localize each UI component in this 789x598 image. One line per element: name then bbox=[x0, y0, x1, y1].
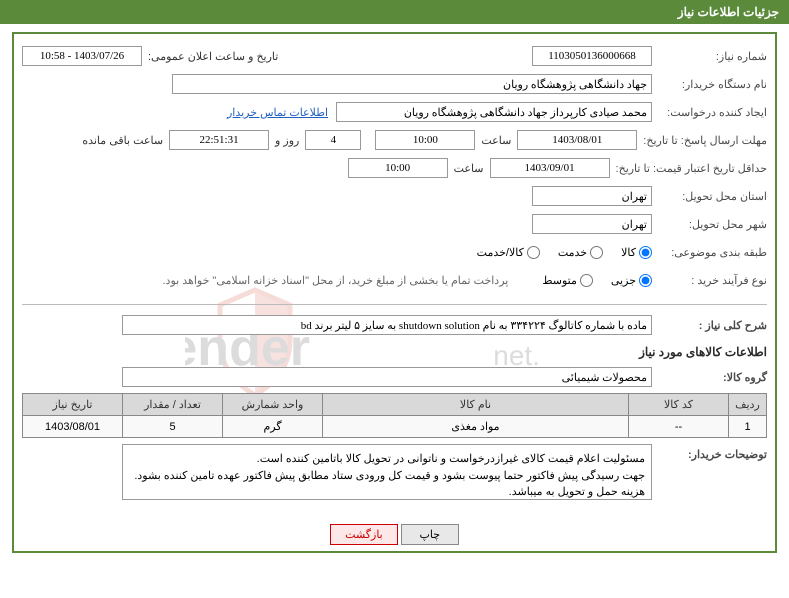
th-qty: تعداد / مقدار bbox=[123, 394, 223, 416]
proc-medium-label: متوسط bbox=[542, 274, 577, 287]
announce-date-label: تاریخ و ساعت اعلان عمومی: bbox=[142, 50, 284, 63]
page-title: جزئیات اطلاعات نیاز bbox=[678, 5, 779, 19]
table-row: 1 -- مواد مغذی گرم 5 1403/08/01 bbox=[23, 416, 767, 438]
th-date: تاریخ نیاز bbox=[23, 394, 123, 416]
cat-goods-radio[interactable] bbox=[639, 246, 652, 259]
td-code: -- bbox=[629, 416, 729, 438]
td-date: 1403/08/01 bbox=[23, 416, 123, 438]
need-desc-input[interactable] bbox=[122, 315, 652, 335]
back-button[interactable]: بازگشت bbox=[330, 524, 398, 545]
buyer-notes-label: توضیحات خریدار: bbox=[652, 444, 767, 461]
cat-service-label: خدمت bbox=[558, 246, 587, 259]
cat-both-label: کالا/خدمت bbox=[477, 246, 524, 259]
time-label-1: ساعت bbox=[475, 134, 517, 147]
cat-both-radio[interactable] bbox=[527, 246, 540, 259]
validity-date-input[interactable] bbox=[490, 158, 610, 178]
th-row: ردیف bbox=[729, 394, 767, 416]
validity-label: حداقل تاریخ اعتبار قیمت: تا تاریخ: bbox=[610, 162, 767, 175]
remaining-label: ساعت باقی مانده bbox=[76, 134, 169, 147]
td-unit: گرم bbox=[223, 416, 323, 438]
td-row: 1 bbox=[729, 416, 767, 438]
province-label: استان محل تحویل: bbox=[652, 190, 767, 203]
proc-medium-radio[interactable] bbox=[580, 274, 593, 287]
remaining-time-input[interactable] bbox=[169, 130, 269, 150]
cat-goods-label: کالا bbox=[621, 246, 636, 259]
need-number-label: شماره نیاز: bbox=[652, 50, 767, 63]
resp-deadline-label: مهلت ارسال پاسخ: تا تاریخ: bbox=[637, 134, 767, 147]
th-name: نام کالا bbox=[323, 394, 629, 416]
print-button[interactable]: چاپ bbox=[401, 524, 459, 545]
resp-time-input[interactable] bbox=[375, 130, 475, 150]
proc-partial-radio[interactable] bbox=[639, 274, 652, 287]
goods-group-label: گروه کالا: bbox=[652, 371, 767, 384]
contact-link[interactable]: اطلاعات تماس خریدار bbox=[227, 106, 328, 119]
page-header: جزئیات اطلاعات نیاز bbox=[0, 0, 789, 24]
proc-partial-label: جزیی bbox=[611, 274, 636, 287]
payment-note: پرداخت تمام یا بخشی از مبلغ خرید، از محل… bbox=[163, 274, 509, 287]
days-input[interactable] bbox=[305, 130, 361, 150]
requester-input[interactable] bbox=[336, 102, 652, 122]
time-label-2: ساعت bbox=[448, 162, 490, 175]
td-qty: 5 bbox=[123, 416, 223, 438]
need-number-input[interactable] bbox=[532, 46, 652, 66]
buyer-org-input[interactable] bbox=[172, 74, 652, 94]
need-desc-label: شرح کلی نیاز : bbox=[652, 319, 767, 332]
city-label: شهر محل تحویل: bbox=[652, 218, 767, 231]
requester-label: ایجاد کننده درخواست: bbox=[652, 106, 767, 119]
validity-time-input[interactable] bbox=[348, 158, 448, 178]
goods-info-title: اطلاعات کالاهای مورد نیاز bbox=[22, 345, 767, 359]
goods-table: ردیف کد کالا نام کالا واحد شمارش تعداد /… bbox=[22, 393, 767, 438]
process-label: نوع فرآیند خرید : bbox=[652, 274, 767, 287]
announce-date-input[interactable] bbox=[22, 46, 142, 66]
td-name: مواد مغذی bbox=[323, 416, 629, 438]
button-row: چاپ بازگشت bbox=[14, 514, 775, 551]
province-input[interactable] bbox=[532, 186, 652, 206]
days-and-label: روز و bbox=[269, 134, 305, 147]
resp-date-input[interactable] bbox=[517, 130, 637, 150]
buyer-notes-box: مسئولیت اعلام قیمت کالای غیرازدرخواست و … bbox=[122, 444, 652, 500]
city-input[interactable] bbox=[532, 214, 652, 234]
buyer-org-label: نام دستگاه خریدار: bbox=[652, 78, 767, 91]
category-label: طبقه بندی موضوعی: bbox=[652, 246, 767, 259]
main-panel: r aTender .net شماره نیاز: تاریخ و ساعت … bbox=[12, 32, 777, 553]
th-unit: واحد شمارش bbox=[223, 394, 323, 416]
goods-group-input[interactable] bbox=[122, 367, 652, 387]
cat-service-radio[interactable] bbox=[590, 246, 603, 259]
th-code: کد کالا bbox=[629, 394, 729, 416]
